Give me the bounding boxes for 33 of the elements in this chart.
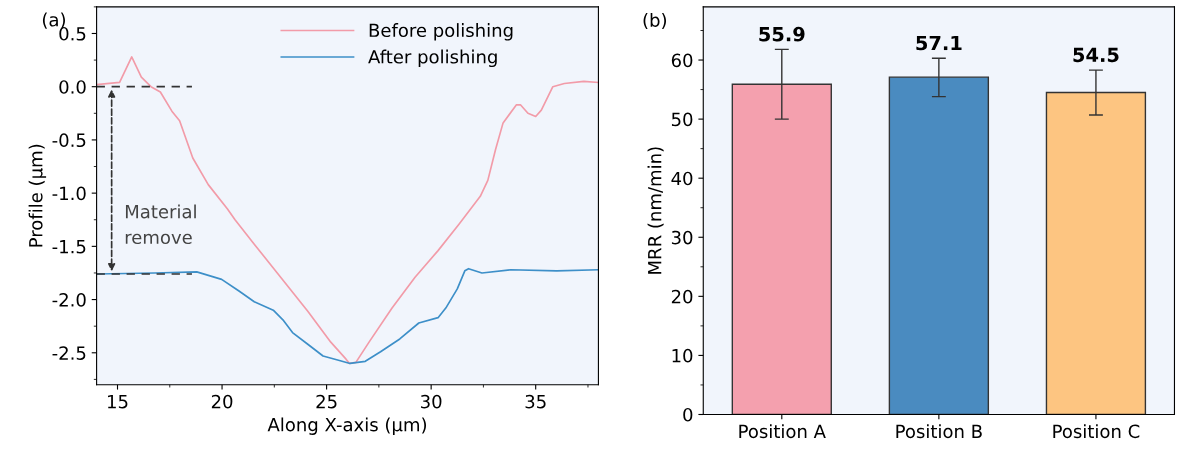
x-axis-title: Along X-axis (µm) [267, 417, 427, 435]
legend-label: Before polishing [369, 23, 513, 41]
y-tick-label: -2.5 [52, 346, 86, 360]
y-tick-label: 30 [671, 230, 693, 245]
y-tick-label: -2.0 [52, 293, 86, 307]
x-tick-label: Position B [896, 424, 982, 439]
x-tick-label: 30 [421, 394, 442, 409]
y-tick-label: 0 [683, 407, 693, 422]
x-tick-label: 35 [525, 394, 546, 409]
y-tick-label: 0.0 [59, 80, 86, 94]
y-axis-title: MRR (nm/min) [647, 147, 664, 274]
y-tick-label: 60 [671, 53, 693, 68]
data-label: 55.9 [759, 26, 805, 42]
y-tick-label: -1.5 [52, 240, 86, 254]
y-tick-label: 40 [671, 171, 693, 186]
x-tick-label: Position A [739, 424, 826, 439]
y-tick-label: 10 [672, 348, 693, 363]
y-axis-title: Profile (µm) [28, 144, 47, 247]
annotation: Material remove [125, 204, 196, 245]
data-label: 54.5 [1073, 47, 1119, 63]
x-tick-label: 25 [316, 394, 337, 409]
y-tick-label: -1.0 [52, 186, 86, 201]
y-tick-label: 50 [671, 112, 693, 127]
x-tick-label: Position C [1053, 424, 1140, 439]
y-tick-label: -0.5 [52, 133, 86, 148]
x-tick-label: 15 [108, 395, 128, 409]
data-label: 57.1 [916, 35, 962, 51]
text: (b) [643, 12, 667, 30]
x-tick-label: 20 [211, 394, 233, 409]
y-tick-label: 20 [671, 289, 693, 304]
legend-label: After polishing [368, 49, 497, 68]
y-tick-label: 0.5 [59, 26, 86, 41]
text: (a) [42, 12, 65, 29]
